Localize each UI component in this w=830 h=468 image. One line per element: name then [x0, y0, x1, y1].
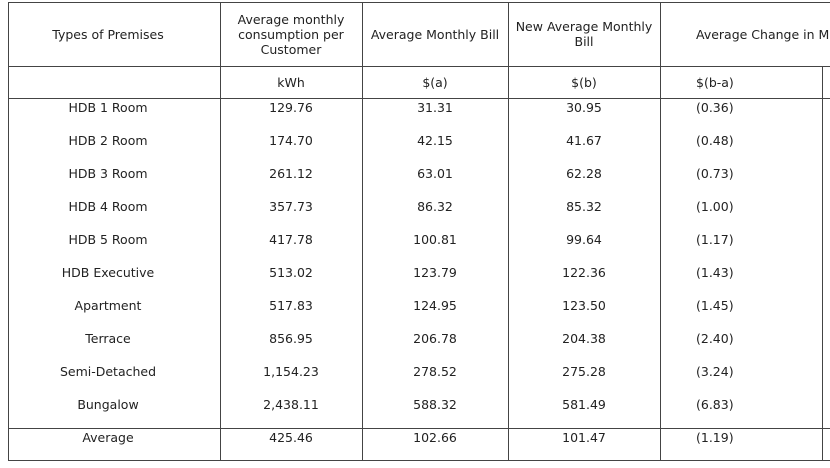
row-border: [8, 2, 830, 3]
footer-cell: 102.66: [413, 429, 457, 445]
data-cell: 856.95: [269, 330, 313, 346]
data-cell: (1.00): [696, 198, 734, 214]
header-cell: Average monthly consumption per Customer: [237, 11, 345, 57]
data-cell: HDB 3 Room: [68, 165, 148, 181]
data-cell: 30.95: [566, 99, 602, 115]
data-cell: 206.78: [413, 330, 457, 346]
col-border: [822, 66, 823, 461]
footer-cell: 101.47: [562, 429, 606, 445]
data-cell: HDB 4 Room: [68, 198, 148, 214]
row-border: [8, 66, 830, 67]
data-cell: 275.28: [562, 363, 606, 379]
data-cell: 85.32: [566, 198, 602, 214]
data-cell: 31.31: [417, 99, 453, 115]
data-cell: HDB 2 Room: [68, 132, 148, 148]
data-cell: 63.01: [417, 165, 453, 181]
col-border: [362, 2, 363, 461]
data-cell: 99.64: [566, 231, 602, 247]
row-border: [8, 98, 830, 99]
data-cell: (0.48): [696, 132, 734, 148]
col-border: [660, 2, 661, 461]
data-cell: 1,154.23: [263, 363, 319, 379]
data-cell: (1.17): [696, 231, 734, 247]
data-cell: 261.12: [269, 165, 313, 181]
data-cell: 124.95: [413, 297, 457, 313]
data-cell: Apartment: [74, 297, 142, 313]
header-cell: Average Change in M: [696, 26, 830, 42]
data-cell: (1.45): [696, 297, 734, 313]
data-cell: (1.43): [696, 264, 734, 280]
footer-cell: (1.19): [696, 429, 734, 445]
header-cell: New Average Monthly Bill: [515, 19, 653, 49]
row-border: [8, 428, 830, 429]
data-cell: 278.52: [413, 363, 457, 379]
footer-cell: Average: [82, 429, 134, 445]
data-cell: 204.38: [562, 330, 606, 346]
data-cell: 41.67: [566, 132, 602, 148]
unit-cell: $(b-a): [696, 74, 734, 90]
data-cell: (0.73): [696, 165, 734, 181]
data-cell: 123.50: [562, 297, 606, 313]
unit-cell: $(a): [422, 74, 448, 90]
data-cell: Bungalow: [77, 396, 139, 412]
row-border: [8, 460, 830, 461]
header-cell: Types of Premises: [52, 26, 164, 42]
data-cell: HDB 1 Room: [68, 99, 148, 115]
data-cell: 86.32: [417, 198, 453, 214]
data-cell: (2.40): [696, 330, 734, 346]
data-cell: 513.02: [269, 264, 313, 280]
data-cell: 129.76: [269, 99, 313, 115]
data-cell: 588.32: [413, 396, 457, 412]
data-cell: 417.78: [269, 231, 313, 247]
unit-cell: $(b): [571, 74, 597, 90]
data-cell: Semi-Detached: [59, 363, 157, 379]
data-cell: (0.36): [696, 99, 734, 115]
unit-cell: kWh: [277, 74, 305, 90]
data-cell: 357.73: [269, 198, 313, 214]
data-cell: HDB Executive: [61, 264, 155, 280]
data-cell: 42.15: [417, 132, 453, 148]
footer-cell: 425.46: [269, 429, 313, 445]
data-cell: 100.81: [413, 231, 457, 247]
col-border: [220, 2, 221, 461]
data-cell: 174.70: [269, 132, 313, 148]
data-cell: 517.83: [269, 297, 313, 313]
data-cell: HDB 5 Room: [68, 231, 148, 247]
data-cell: 581.49: [562, 396, 606, 412]
data-cell: 2,438.11: [263, 396, 319, 412]
data-cell: 62.28: [566, 165, 602, 181]
header-cell: Average Monthly Bill: [370, 26, 500, 42]
col-border: [508, 2, 509, 461]
data-cell: 122.36: [562, 264, 606, 280]
data-cell: Terrace: [85, 330, 131, 346]
col-border: [8, 2, 9, 461]
data-cell: 123.79: [413, 264, 457, 280]
data-cell: (6.83): [696, 396, 734, 412]
data-cell: (3.24): [696, 363, 734, 379]
